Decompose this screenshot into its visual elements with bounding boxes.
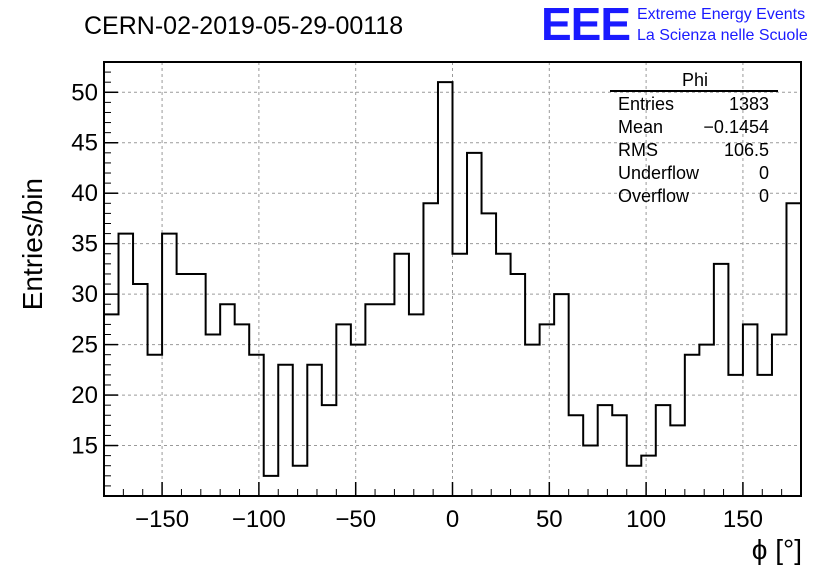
stats-value-rms: 106.5 [724,140,769,160]
stats-title: Phi [682,70,708,90]
x-tick-label: 50 [536,506,563,533]
y-axis-label: Entries/bin [17,178,48,310]
y-tick-label: 25 [71,332,98,359]
y-tick-label: 50 [71,79,98,106]
histogram-line [104,81,802,477]
y-tick-label: 40 [71,180,98,207]
stats-label-entries: Entries [618,94,674,114]
stats-value-underflow: 0 [759,163,769,183]
y-axis-ticks: 15 20 25 30 35 40 45 50 [71,71,118,487]
chart-title: CERN-02-2019-05-29-00118 [84,12,403,40]
stats-value-mean: −0.1454 [703,117,769,137]
y-tick-label: 15 [71,433,98,460]
x-tick-label: 150 [723,506,763,533]
stats-label-mean: Mean [618,117,663,137]
stats-label-rms: RMS [618,140,658,160]
logo-line-1: Extreme Energy Events [637,6,805,23]
stats-box: Phi Entries 1383 Mean −0.1454 RMS 106.5 … [610,70,778,206]
x-axis-ticks: −150 −100 −50 0 50 100 150 [122,482,783,533]
stats-label-underflow: Underflow [618,163,700,183]
y-tick-label: 35 [71,231,98,258]
x-tick-label: −150 [135,506,189,533]
stats-value-entries: 1383 [729,94,769,114]
stats-value-overflow: 0 [759,186,769,206]
logo-line-2: La Scienza nelle Scuole [637,27,808,44]
y-tick-label: 30 [71,281,98,308]
x-tick-label: 0 [446,506,459,533]
eee-logo-mark: EEE [541,0,630,50]
x-axis-label: ϕ [°] [752,534,802,565]
eee-logo: EEE Extreme Energy Events La Scienza nel… [541,0,808,50]
x-tick-label: −50 [335,506,376,533]
x-tick-label: 100 [626,506,666,533]
stats-label-overflow: Overflow [618,186,690,206]
y-tick-label: 20 [71,382,98,409]
x-tick-label: −100 [232,506,286,533]
y-tick-label: 45 [71,130,98,157]
